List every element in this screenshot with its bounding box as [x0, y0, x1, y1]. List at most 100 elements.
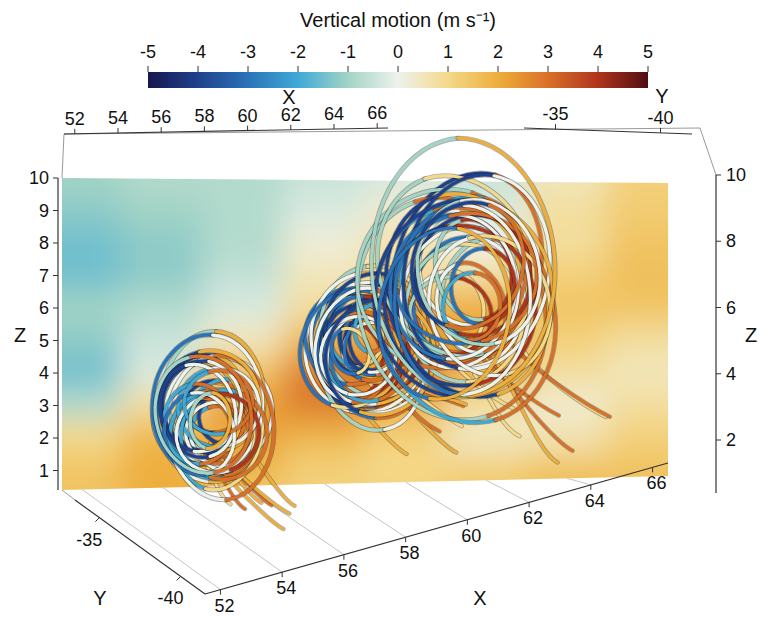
axis-line — [205, 463, 668, 594]
axis-tick-label: -40 — [647, 108, 673, 128]
field-cell — [202, 226, 285, 261]
field-cell — [202, 193, 285, 228]
axis-tick — [204, 126, 205, 131]
axis-tick — [53, 308, 58, 309]
field-cell — [606, 356, 749, 391]
axis-title: X — [282, 86, 295, 108]
field-cell — [0, 323, 124, 358]
tube-outline — [145, 357, 215, 482]
colorbar-tick-label: -5 — [140, 42, 156, 62]
axis-tick-label: 52 — [65, 109, 85, 129]
axis-tick — [290, 125, 291, 130]
field-cell — [364, 486, 447, 581]
axis-tick-label: 64 — [324, 104, 344, 124]
tube-outline — [188, 391, 213, 449]
field-cell — [283, 453, 366, 488]
floor-line — [486, 480, 529, 502]
colorbar-tick — [298, 66, 299, 72]
tube-outline — [177, 372, 227, 442]
tube — [191, 347, 261, 472]
axis-line — [57, 178, 58, 490]
box-edge — [64, 128, 700, 134]
axis-tick — [555, 124, 556, 129]
tube-outline — [322, 311, 365, 402]
axis-tick-label: 4 — [39, 363, 49, 383]
colorbar-tick-label: 4 — [593, 42, 603, 62]
field-cell — [283, 193, 366, 228]
colorbar-tick — [348, 66, 349, 72]
axis-tick — [716, 241, 721, 242]
axis-tick-label: 8 — [726, 231, 736, 251]
axis-tick-label: 9 — [39, 201, 49, 221]
field-cell — [0, 356, 124, 391]
field-cell — [606, 193, 749, 228]
figure: Vertical motion (m s⁻¹)-5-4-3-2-10123455… — [0, 0, 764, 621]
colorbar-tick — [448, 66, 449, 72]
axis-tick-label: 56 — [151, 107, 171, 127]
axis: -35-40Y — [524, 85, 692, 134]
field-cell — [122, 101, 205, 196]
axis-tick — [161, 127, 162, 132]
stream-loop — [395, 187, 541, 344]
field-cell — [0, 453, 124, 488]
tube-outline — [395, 187, 490, 326]
axis-tick-label: 2 — [726, 430, 736, 450]
stream-loop — [333, 165, 554, 391]
axis-tick-label: 56 — [338, 561, 358, 581]
axis: 5254565860626466X — [205, 463, 668, 616]
field-cell — [606, 388, 749, 423]
axis-tick — [529, 502, 530, 507]
colorbar-tick — [548, 66, 549, 72]
tube-outline — [446, 205, 541, 344]
field-cell — [606, 226, 749, 261]
colorbar — [148, 72, 648, 88]
tube-outline — [430, 228, 523, 409]
floor-line — [405, 482, 467, 520]
stream-loop — [162, 351, 279, 504]
axis-tick-label: 4 — [726, 364, 736, 384]
axis-title: Y — [655, 85, 668, 107]
axis-tick-label: 52 — [214, 596, 234, 616]
axis-tick — [53, 373, 58, 374]
axis-line — [64, 128, 388, 134]
stream-loop — [366, 218, 523, 410]
colorbar-title: Vertical motion (m s⁻¹) — [300, 9, 496, 31]
field-cell — [0, 258, 124, 293]
tube — [446, 205, 541, 344]
axis-tick — [74, 129, 75, 134]
box-edge — [62, 134, 64, 178]
field-cell — [445, 453, 528, 488]
axis-tick-label: -35 — [76, 530, 102, 550]
axis-tick — [652, 467, 653, 472]
field-cell — [0, 388, 124, 423]
field-cell — [606, 486, 749, 581]
field-cell — [526, 453, 609, 488]
axis-title: Z — [14, 324, 26, 346]
axis-tick-label: 58 — [194, 106, 214, 126]
field-cell — [526, 101, 609, 196]
colorbar-tick — [498, 66, 499, 72]
axis-tick — [343, 555, 344, 560]
colorbar-tick-label: -4 — [190, 42, 206, 62]
axis-tick — [177, 576, 181, 580]
field-cell — [122, 486, 205, 581]
field-cell — [283, 421, 366, 456]
axis-tick — [53, 275, 58, 276]
axis-title: Y — [93, 587, 106, 609]
floor-line — [567, 478, 591, 485]
tube — [207, 393, 232, 451]
field-cell — [0, 291, 124, 326]
axis-tick-label: 66 — [647, 473, 667, 493]
axis-tick — [405, 537, 406, 542]
field-cell — [364, 453, 447, 488]
stream-loop — [402, 187, 555, 358]
tube-outline — [458, 134, 560, 395]
field-cell — [0, 486, 124, 581]
colorbar-tick — [648, 66, 649, 72]
field-cell — [122, 258, 205, 293]
axis-tick-label: 60 — [461, 526, 481, 546]
field-cell — [122, 291, 205, 326]
axis-tick-label: 6 — [39, 298, 49, 318]
axis-tick-label: 5 — [39, 331, 49, 351]
tube — [366, 218, 459, 399]
